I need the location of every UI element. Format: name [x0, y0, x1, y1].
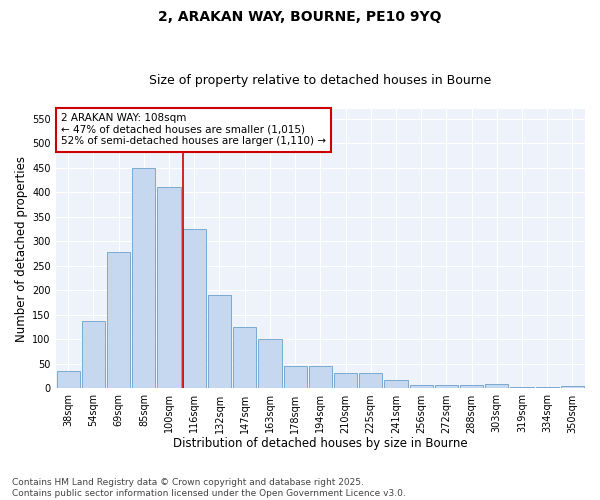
Bar	[157, 188, 181, 388]
Bar	[208, 295, 231, 388]
Bar	[82, 322, 105, 388]
Text: 2, ARAKAN WAY, BOURNE, PE10 9YQ: 2, ARAKAN WAY, BOURNE, PE10 9YQ	[158, 10, 442, 24]
Bar	[107, 252, 130, 388]
Bar	[410, 384, 433, 388]
Text: 2 ARAKAN WAY: 108sqm
← 47% of detached houses are smaller (1,015)
52% of semi-de: 2 ARAKAN WAY: 108sqm ← 47% of detached h…	[61, 113, 326, 146]
Bar	[334, 374, 357, 388]
X-axis label: Distribution of detached houses by size in Bourne: Distribution of detached houses by size …	[173, 437, 467, 450]
Bar	[561, 386, 584, 388]
Title: Size of property relative to detached houses in Bourne: Size of property relative to detached ho…	[149, 74, 491, 87]
Bar	[284, 366, 307, 388]
Y-axis label: Number of detached properties: Number of detached properties	[15, 156, 28, 342]
Bar	[132, 168, 155, 388]
Bar	[460, 384, 483, 388]
Bar	[259, 340, 281, 388]
Bar	[511, 387, 533, 388]
Bar	[233, 326, 256, 388]
Bar	[536, 387, 559, 388]
Bar	[309, 366, 332, 388]
Bar	[385, 380, 407, 388]
Bar	[56, 372, 80, 388]
Bar	[435, 384, 458, 388]
Bar	[485, 384, 508, 388]
Text: Contains HM Land Registry data © Crown copyright and database right 2025.
Contai: Contains HM Land Registry data © Crown c…	[12, 478, 406, 498]
Bar	[359, 374, 382, 388]
Bar	[182, 229, 206, 388]
